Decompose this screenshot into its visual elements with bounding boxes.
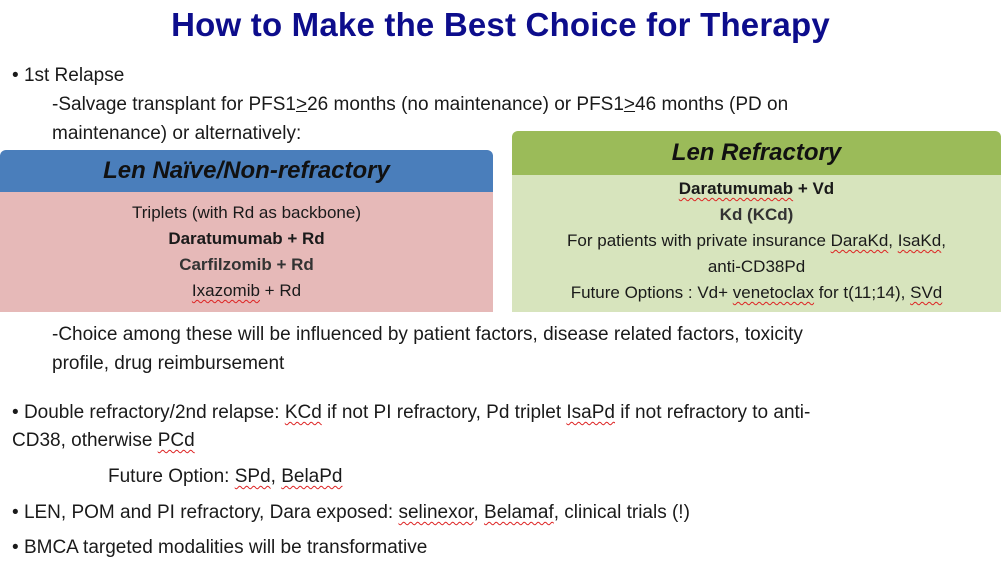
bullet-dot: • bbox=[12, 537, 19, 558]
len-naive-body: Triplets (with Rd as backbone) Daratumum… bbox=[0, 192, 493, 312]
bullet-dot: • bbox=[12, 502, 19, 523]
bullet-len-pom: • LEN, POM and PI refractory, Dara expos… bbox=[12, 502, 690, 523]
len-refractory-line: Kd (KCd) bbox=[719, 205, 794, 224]
bullet-double-refractory: • Double refractory/2nd relapse: KCd if … bbox=[12, 402, 811, 423]
len-refractory-line: anti-CD38Pd bbox=[707, 257, 806, 276]
ge-symbol: > bbox=[295, 94, 308, 115]
first-relapse-label: 1st Relapse bbox=[23, 65, 125, 86]
bullet-dot: • bbox=[12, 65, 19, 86]
len-refractory-line: Daratumumab + Vd bbox=[678, 179, 835, 198]
choice-line-2: profile, drug reimbursement bbox=[52, 353, 285, 374]
future-option-line: Future Option: SPd, BelaPd bbox=[108, 466, 343, 487]
bullet-bmca: • BMCA targeted modalities will be trans… bbox=[12, 537, 428, 558]
slide-title: How to Make the Best Choice for Therapy bbox=[171, 6, 830, 43]
len-naive-line: Carfilzomib + Rd bbox=[179, 255, 314, 274]
len-naive-line: Daratumumab + Rd bbox=[168, 229, 325, 248]
len-refractory-line: Future Options : Vd+ venetoclax for t(11… bbox=[570, 283, 943, 302]
double-refractory-line-2: CD38, otherwise PCd bbox=[12, 430, 195, 451]
len-refractory-line: For patients with private insurance Dara… bbox=[567, 231, 946, 250]
len-naive-header: Len Naïve/Non-refractory bbox=[0, 150, 493, 192]
len-refractory-header: Len Refractory bbox=[512, 131, 1001, 175]
ge-symbol: > bbox=[623, 94, 636, 115]
len-naive-line: Triplets (with Rd as backbone) bbox=[132, 203, 361, 222]
salvage-transplant-line-2: maintenance) or alternatively: bbox=[52, 123, 302, 144]
len-naive-line: Ixazomib + Rd bbox=[191, 281, 302, 300]
len-refractory-body: Daratumumab + Vd Kd (KCd) For patients w… bbox=[512, 175, 1001, 312]
bullet-dot: • bbox=[12, 402, 19, 423]
choice-line-1: -Choice among these will be influenced b… bbox=[52, 324, 803, 345]
bullet-first-relapse: • 1st Relapse bbox=[12, 62, 124, 90]
salvage-transplant-line: -Salvage transplant for PFS1>26 months (… bbox=[52, 94, 789, 115]
